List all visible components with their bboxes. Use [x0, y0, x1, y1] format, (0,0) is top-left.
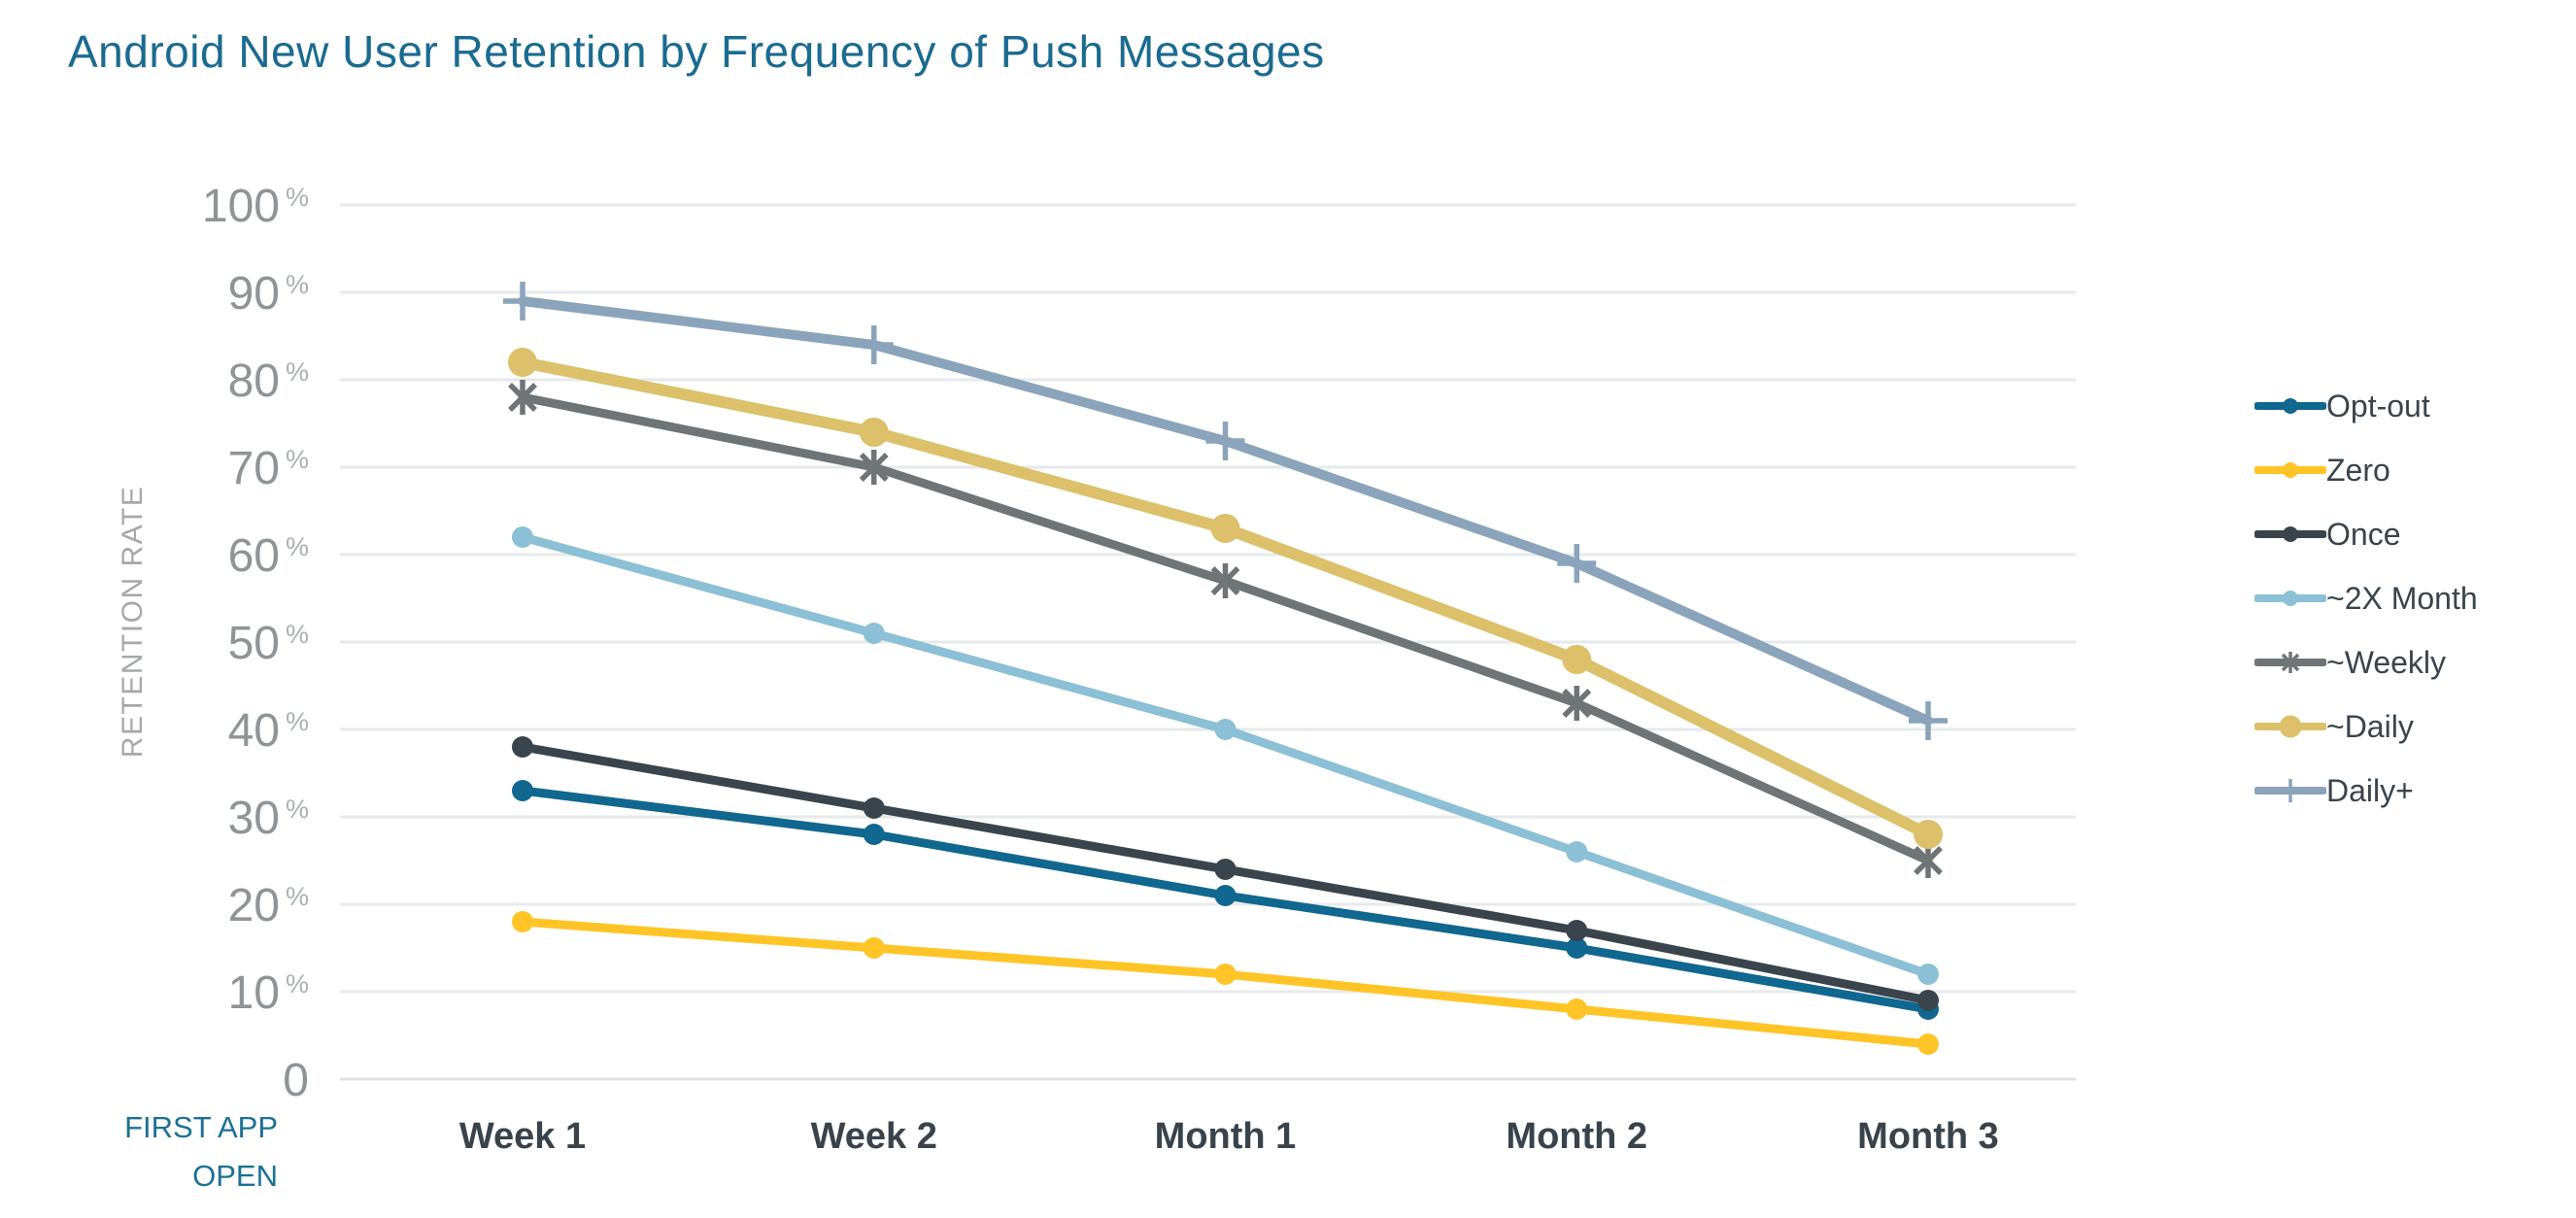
- data-point-marker: [512, 780, 533, 801]
- data-point-marker: [859, 453, 889, 482]
- x-tick-label-3: Month 1: [1155, 1116, 1297, 1157]
- chart-title: Android New User Retention by Frequency …: [68, 26, 1325, 77]
- y-tick-label-80: 80%: [228, 355, 309, 407]
- data-point-marker: [1214, 885, 1237, 906]
- series-3-2x-month-line: [518, 532, 1933, 979]
- data-point-marker: [1566, 841, 1588, 863]
- y-tick-label-70: 70%: [228, 443, 309, 494]
- data-point-marker: [512, 526, 533, 548]
- legend-marker-circle-icon: [2254, 526, 2326, 542]
- data-point-marker: [1562, 645, 1592, 674]
- legend-item-series-6-daily: Daily+: [2254, 771, 2478, 810]
- data-point-marker: [1917, 1033, 1939, 1055]
- data-point-marker: [1214, 719, 1237, 740]
- data-point-marker: [1917, 990, 1939, 1011]
- legend-marker-circle-icon: [2254, 398, 2326, 414]
- y-tick-label-0: 0: [283, 1055, 309, 1106]
- data-point-marker: [1562, 689, 1592, 718]
- legend-item-series-4-weekly: ~Weekly: [2254, 643, 2478, 682]
- legend-label-series-5-daily: ~Daily: [2326, 708, 2414, 744]
- y-tick-label-100: 100%: [202, 181, 309, 232]
- data-point-marker: [512, 911, 533, 932]
- origin-label-line1: FIRST APP: [124, 1110, 278, 1144]
- data-point-marker: [863, 797, 885, 819]
- legend-item-series-1-zero: Zero: [2254, 451, 2478, 490]
- data-point-marker: [508, 383, 537, 412]
- x-tick-label-1: Week 1: [459, 1116, 586, 1157]
- origin-label-line2: OPEN: [192, 1158, 278, 1193]
- x-tick-label-2: Week 2: [811, 1116, 937, 1157]
- legend-marker-plus-icon: [2254, 779, 2326, 802]
- y-tick-label-40: 40%: [228, 705, 309, 757]
- chart-legend: Opt-out Zero Once ~2X Month ~Weekly ~Daily Dai…: [2254, 387, 2478, 810]
- data-point-marker: [863, 623, 885, 644]
- legend-marker-circle-icon: [2254, 462, 2326, 478]
- data-point-marker: [1914, 846, 1943, 875]
- data-point-marker: [1917, 964, 1939, 985]
- data-point-marker: [1566, 998, 1588, 1020]
- data-point-marker: [1214, 964, 1237, 985]
- x-tick-label-5: Month 3: [1857, 1116, 1999, 1157]
- legend-item-series-3-2x-month: ~2X Month: [2254, 579, 2478, 618]
- data-point-marker: [1566, 937, 1588, 959]
- data-point-marker: [1210, 566, 1240, 595]
- data-point-marker: [508, 348, 537, 377]
- legend-item-series-2-once: Once: [2254, 515, 2478, 554]
- legend-label-series-3-2x-month: ~2X Month: [2326, 580, 2478, 616]
- legend-item-series-5-daily: ~Daily: [2254, 707, 2478, 746]
- legend-marker-circle-icon: [2254, 591, 2326, 606]
- y-tick-label-20: 20%: [228, 880, 309, 931]
- y-tick-label-30: 30%: [228, 793, 309, 844]
- legend-label-series-1-zero: Zero: [2326, 452, 2390, 488]
- series-6-daily-line: [518, 296, 1933, 726]
- data-point-marker: [863, 824, 885, 845]
- x-axis-origin-label: FIRST APP OPEN: [58, 1103, 278, 1200]
- data-point-marker: [1210, 514, 1240, 543]
- legend-label-series-2-once: Once: [2326, 516, 2401, 552]
- y-tick-label-90: 90%: [228, 268, 309, 320]
- legend-label-series-4-weekly: ~Weekly: [2326, 644, 2447, 680]
- data-point-marker: [859, 418, 889, 447]
- data-point-marker: [863, 937, 885, 959]
- legend-label-series-6-daily: Daily+: [2326, 772, 2414, 808]
- legend-label-series-0-opt-out: Opt-out: [2326, 388, 2430, 423]
- x-tick-label-4: Month 2: [1506, 1116, 1647, 1157]
- y-tick-label-10: 10%: [228, 967, 309, 1019]
- legend-item-series-0-opt-out: Opt-out: [2254, 387, 2478, 425]
- data-point-marker: [1214, 859, 1237, 880]
- legend-marker-asterisk-icon: [2254, 652, 2326, 673]
- data-point-marker: [512, 736, 533, 758]
- data-point-marker: [1914, 820, 1943, 849]
- y-tick-label-60: 60%: [228, 530, 309, 582]
- y-tick-label-50: 50%: [228, 618, 309, 669]
- data-point-marker: [1566, 920, 1588, 941]
- legend-marker-big-circle-icon: [2254, 715, 2326, 738]
